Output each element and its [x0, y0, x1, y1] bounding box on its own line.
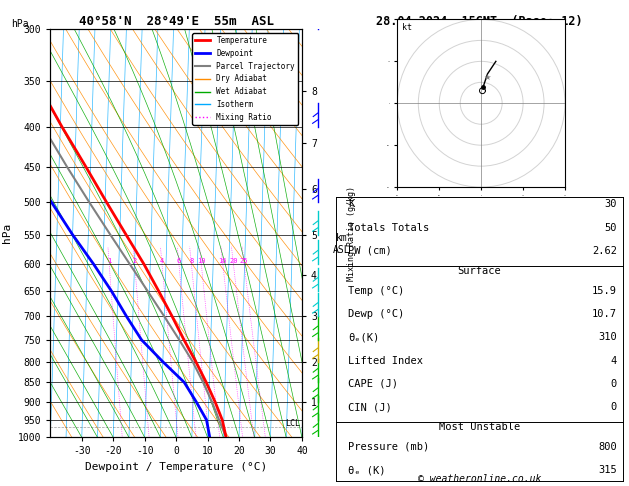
Text: 30: 30	[604, 199, 617, 209]
Text: LCL: LCL	[286, 419, 301, 428]
Text: 50: 50	[604, 223, 617, 233]
Text: 20: 20	[229, 258, 238, 264]
Text: Temp (°C): Temp (°C)	[348, 286, 404, 295]
Text: 4: 4	[160, 258, 164, 264]
Text: 25: 25	[240, 258, 248, 264]
Text: hPa: hPa	[11, 19, 29, 29]
Text: 0: 0	[611, 379, 617, 389]
Text: 315: 315	[598, 465, 617, 475]
Title: 40°58'N  28°49'E  55m  ASL: 40°58'N 28°49'E 55m ASL	[79, 15, 274, 28]
X-axis label: Dewpoint / Temperature (°C): Dewpoint / Temperature (°C)	[85, 462, 267, 472]
Text: 2: 2	[133, 258, 136, 264]
Text: 0: 0	[611, 402, 617, 412]
Text: 2.62: 2.62	[592, 246, 617, 256]
Text: 1: 1	[107, 258, 111, 264]
Text: 4: 4	[611, 356, 617, 365]
Text: Lifted Index: Lifted Index	[348, 356, 423, 365]
Text: Dewp (°C): Dewp (°C)	[348, 309, 404, 319]
Text: θₑ(K): θₑ(K)	[348, 332, 379, 342]
Text: PW (cm): PW (cm)	[348, 246, 392, 256]
Text: 15.9: 15.9	[592, 286, 617, 295]
Text: kt: kt	[401, 23, 411, 32]
Text: 310: 310	[598, 332, 617, 342]
Text: 10: 10	[197, 258, 206, 264]
Text: Mixing Ratio (g/kg): Mixing Ratio (g/kg)	[347, 186, 356, 281]
Legend: Temperature, Dewpoint, Parcel Trajectory, Dry Adiabat, Wet Adiabat, Isotherm, Mi: Temperature, Dewpoint, Parcel Trajectory…	[192, 33, 298, 125]
Text: Most Unstable: Most Unstable	[439, 422, 520, 432]
Text: ★: ★	[484, 73, 491, 82]
Text: K: K	[348, 199, 354, 209]
Y-axis label: hPa: hPa	[3, 223, 12, 243]
Text: CAPE (J): CAPE (J)	[348, 379, 398, 389]
Text: Pressure (mb): Pressure (mb)	[348, 442, 430, 452]
Text: Totals Totals: Totals Totals	[348, 223, 430, 233]
Text: 8: 8	[189, 258, 194, 264]
Text: 800: 800	[598, 442, 617, 452]
Text: 10.7: 10.7	[592, 309, 617, 319]
Y-axis label: km
ASL: km ASL	[333, 233, 350, 255]
Text: © weatheronline.co.uk: © weatheronline.co.uk	[418, 473, 542, 484]
Text: θₑ (K): θₑ (K)	[348, 465, 386, 475]
Text: Surface: Surface	[458, 266, 501, 276]
Text: 6: 6	[177, 258, 181, 264]
Text: CIN (J): CIN (J)	[348, 402, 392, 412]
Text: 16: 16	[219, 258, 227, 264]
Text: 28.04.2024  15GMT  (Base: 12): 28.04.2024 15GMT (Base: 12)	[376, 15, 583, 28]
